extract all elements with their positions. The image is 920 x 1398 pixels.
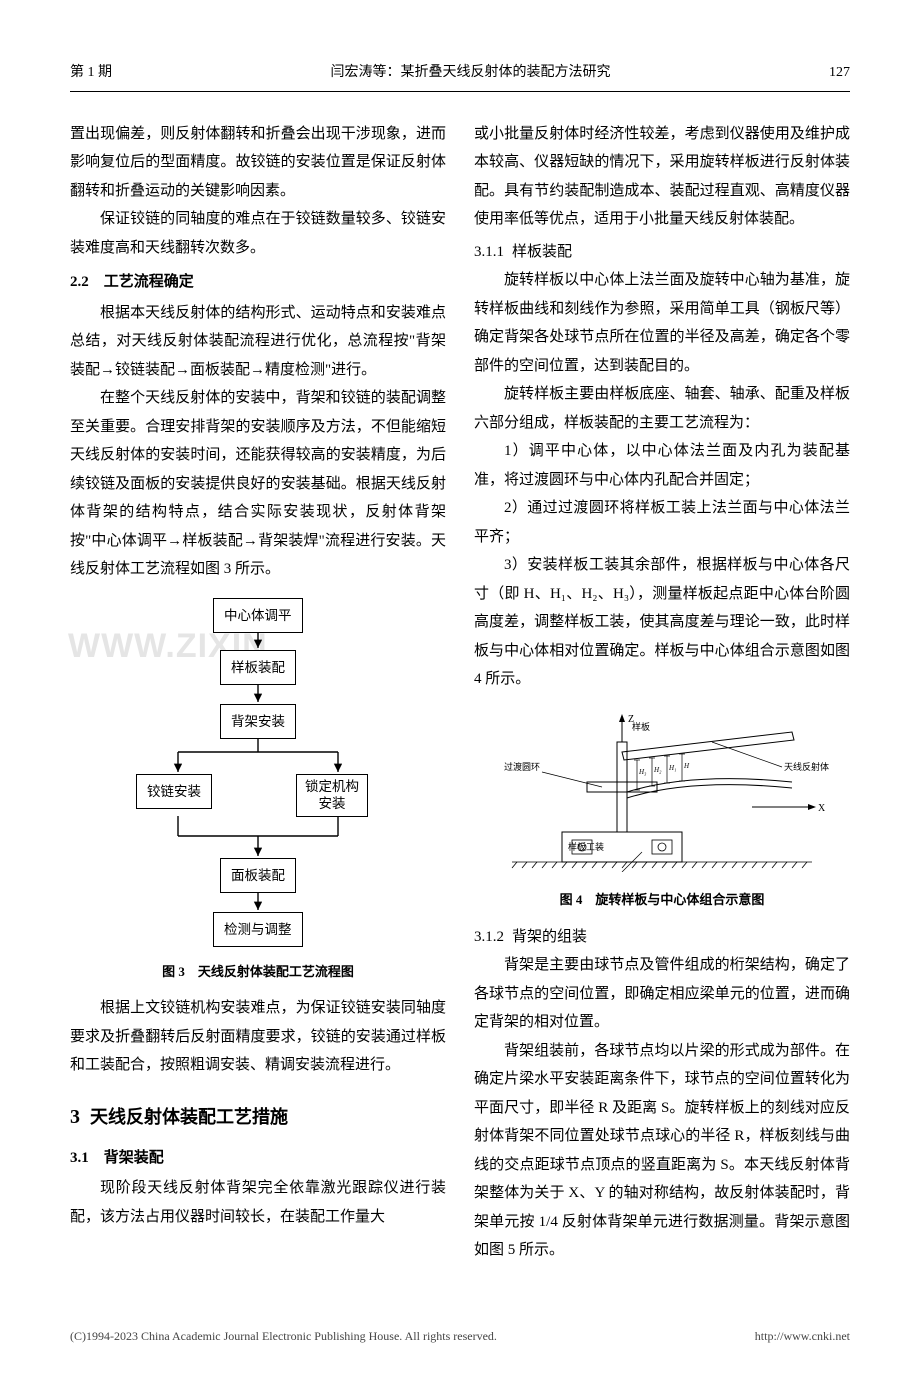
para: 或小批量反射体时经济性较差，考虑到仪器使用及维护成本较高、仪器短缺的情况下，采用…	[474, 120, 850, 234]
heading-3-num: 3	[70, 1106, 80, 1128]
para: 保证铰链的同轴度的难点在于铰链数量较多、铰链安装难度高和天线翻转次数多。	[70, 205, 446, 262]
flow-box-5: 锁定机构安装	[296, 774, 368, 817]
figure-3-flowchart: WWW.ZIXIN	[108, 594, 408, 954]
heading-3-1-1: 3.1.13.1.1 样板装配样板装配	[474, 238, 850, 267]
page-footer: (C)1994-2023 China Academic Journal Elec…	[70, 1325, 850, 1348]
list-item-3: 3）安装样板工装其余部件，根据样板与中心体各尺寸（即 H、H₁、H₂、H₃），测…	[474, 551, 850, 694]
heading-3-title: 天线反射体装配工艺措施	[90, 1107, 288, 1127]
footer-url: http://www.cnki.net	[755, 1325, 850, 1348]
left-column: 置出现偏差，则反射体翻转和折叠会出现干涉现象，进而影响复位后的型面精度。故铰链的…	[70, 120, 446, 1265]
footer-copyright: (C)1994-2023 China Academic Journal Elec…	[70, 1325, 497, 1348]
para: 根据本天线反射体的结构形式、运动特点和安装难点总结，对天线反射体装配流程进行优化…	[70, 299, 446, 385]
right-column: 或小批量反射体时经济性较差，考虑到仪器使用及维护成本较高、仪器短缺的情况下，采用…	[474, 120, 850, 1265]
label-guoduhuan: 过渡圆环	[504, 761, 540, 772]
flow-box-5-l1: 锁定机构	[305, 779, 359, 794]
para: 背架组装前，各球节点均以片梁的形式成为部件。在确定片梁水平安装距离条件下，球节点…	[474, 1037, 850, 1265]
para: 置出现偏差，则反射体翻转和折叠会出现干涉现象，进而影响复位后的型面精度。故铰链的…	[70, 120, 446, 206]
running-header: 第 1 期 闫宏涛等：某折叠天线反射体的装配方法研究 127	[70, 60, 850, 92]
flow-box-7: 检测与调整	[213, 912, 303, 948]
flow-box-6: 面板装配	[220, 858, 296, 894]
figure-3-caption: 图 3 天线反射体装配工艺流程图	[70, 960, 446, 985]
content-columns: 置出现偏差，则反射体翻转和折叠会出现干涉现象，进而影响复位后的型面精度。故铰链的…	[70, 120, 850, 1265]
label-fanshe: 天线反射体	[784, 761, 829, 772]
para: 现阶段天线反射体背架完全依靠激光跟踪仪进行装配，该方法占用仪器时间较长，在装配工…	[70, 1174, 446, 1231]
num: 3.1.2	[474, 929, 504, 945]
para: 旋转样板以中心体上法兰面及旋转中心轴为基准，旋转样板曲线和刻线作为参照，采用简单…	[474, 266, 850, 380]
label-h2: H₂	[653, 766, 662, 774]
figure-4: Z X 样板 过渡圆环 天线反射体 样板工装 H₃ H₂ H₁ H	[492, 712, 832, 883]
issue-label: 第 1 期	[70, 60, 112, 87]
heading-3-1-2: 3.1.2背架的组装	[474, 923, 850, 952]
label-gongzhuang: 样板工装	[568, 841, 604, 852]
para: 背架是主要由球节点及管件组成的桁架结构，确定了各球节点的空间位置，即确定相应梁单…	[474, 951, 850, 1037]
para: 在整个天线反射体的安装中，背架和铰链的装配调整至关重要。合理安排背架的安装顺序及…	[70, 384, 446, 584]
num: 3.1.1	[474, 244, 504, 260]
label-h1: H₁	[668, 764, 677, 772]
label-h: H	[683, 762, 690, 770]
flow-box-5-l2: 安装	[319, 796, 346, 811]
label-h3: H₃	[638, 768, 647, 776]
list-item-1: 1）调平中心体，以中心体法兰面及内孔为装配基准，将过渡圆环与中心体内孔配合并固定…	[474, 437, 850, 494]
flow-box-4: 铰链安装	[136, 774, 212, 810]
heading-3: 3 天线反射体装配工艺措施	[70, 1098, 446, 1136]
heading-2-2: 2.2 工艺流程确定	[70, 268, 446, 297]
para: 旋转样板主要由样板底座、轴套、轴承、配重及样板六部分组成，样板装配的主要工艺流程…	[474, 380, 850, 437]
running-title: 闫宏涛等：某折叠天线反射体的装配方法研究	[331, 60, 611, 87]
para: 根据上文铰链机构安装难点，为保证铰链安装同轴度要求及折叠翻转后反射面精度要求，铰…	[70, 994, 446, 1080]
flow-box-3: 背架安装	[220, 704, 296, 740]
flow-box-2: 样板装配	[220, 650, 296, 686]
heading-3-1: 3.1 背架装配	[70, 1144, 446, 1173]
list-item-2: 2）通过过渡圆环将样板工装上法兰面与中心体法兰平齐；	[474, 494, 850, 551]
figure-4-caption: 图 4 旋转样板与中心体组合示意图	[474, 888, 850, 913]
flow-box-1: 中心体调平	[213, 598, 303, 634]
figure-4-svg: Z X 样板 过渡圆环 天线反射体 样板工装 H₃ H₂ H₁ H	[492, 712, 832, 872]
page-number: 127	[829, 60, 850, 87]
label-yangban: 样板	[632, 721, 650, 732]
axis-x: X	[818, 803, 826, 814]
